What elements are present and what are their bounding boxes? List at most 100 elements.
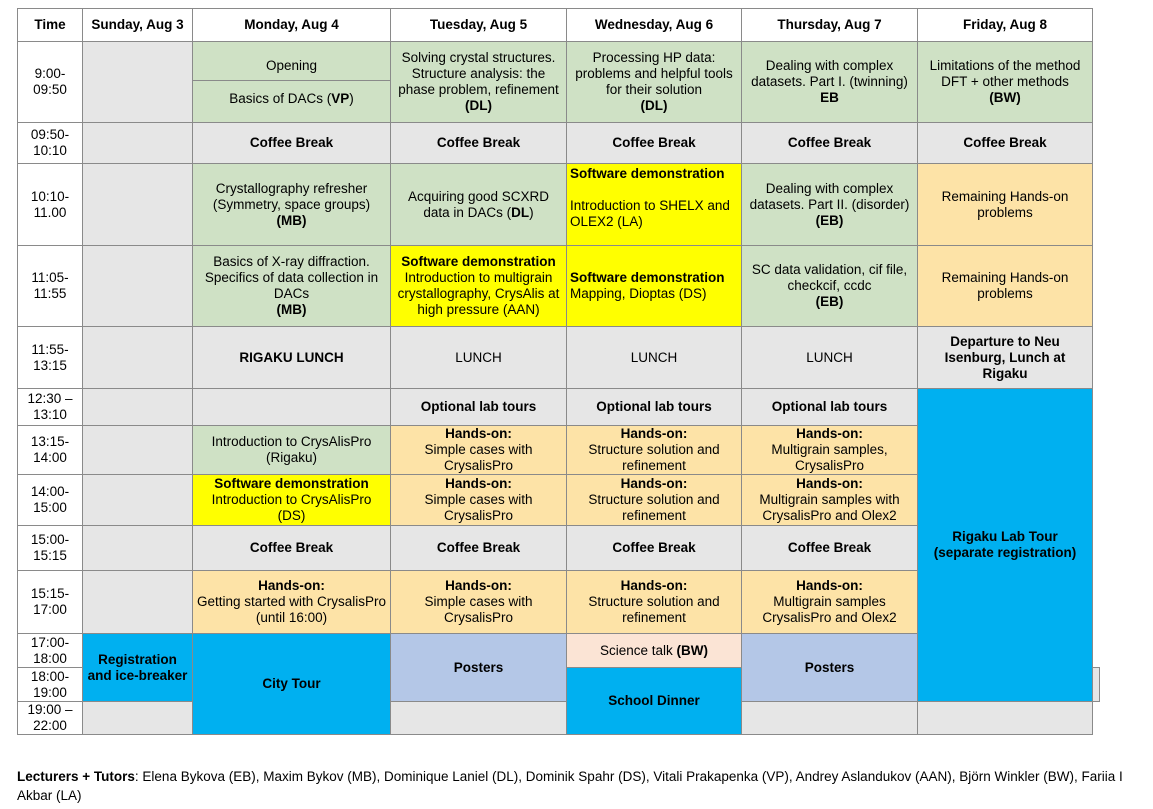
mon-opening: Opening xyxy=(193,58,390,81)
mon-coffee-2: Coffee Break xyxy=(192,525,391,571)
lecturers-footer: Lecturers + Tutors: Elena Bykova (EB), M… xyxy=(17,767,1142,805)
schedule-table: Time Sunday, Aug 3 Monday, Aug 4 Tuesday… xyxy=(17,8,1100,735)
time-cell: 12:30 – 13:10 xyxy=(17,388,83,426)
thu-sc-validation: SC data validation, cif file, checkcif, … xyxy=(741,245,918,327)
time-cell: 14:00- 15:00 xyxy=(17,474,83,526)
time-cell: 13:15- 14:00 xyxy=(17,425,83,475)
sunday-empty xyxy=(82,245,193,327)
tue-optional-tours: Optional lab tours xyxy=(390,388,567,426)
row-1230: 12:30 – 13:10 Optional lab tours Optiona… xyxy=(17,388,1100,702)
tue-software-multigrain: Software demonstration Introduction to mu… xyxy=(390,245,567,327)
thu-handson-1: Hands-on: Multigrain samples, CrysalisPro xyxy=(741,425,918,475)
time-cell: 15:00- 15:15 xyxy=(17,525,83,571)
wed-school-dinner: School Dinner xyxy=(566,667,742,735)
row-1900: 19:00 – 22:00 xyxy=(17,701,1100,735)
row-1400: 14:00- 15:00 Software demonstration Intro… xyxy=(17,474,1100,526)
wed-lunch: LUNCH xyxy=(566,326,742,389)
fri-empty xyxy=(917,701,1093,735)
wed-science-talk: Science talk (BW) xyxy=(566,633,742,668)
sunday-empty xyxy=(82,425,193,475)
tue-lunch: LUNCH xyxy=(390,326,567,389)
thu-coffee-2: Coffee Break xyxy=(741,525,918,571)
mon-handson-getting-started: Hands-on: Getting started with CrysalisPr… xyxy=(192,570,391,634)
tue-handson-2: Hands-on: Simple cases with CrysalisPro xyxy=(390,474,567,526)
sun-registration: Registration and ice-breaker xyxy=(82,633,193,702)
wed-optional-tours: Optional lab tours xyxy=(566,388,742,426)
mon-crystallography: Crystallography refresher (Symmetry, spa… xyxy=(192,163,391,246)
row-1515: 15:15- 17:00 Hands-on: Getting started wi… xyxy=(17,570,1100,634)
tue-solving: Solving crystal structures. Structure an… xyxy=(390,41,567,123)
tue-acquiring: Acquiring good SCXRD data in DACs (DL) xyxy=(390,163,567,246)
header-thursday: Thursday, Aug 7 xyxy=(741,8,918,42)
wed-hp-data: Processing HP data: problems and helpful… xyxy=(566,41,742,123)
thu-handson-3: Hands-on: Multigrain samples CrysalisPro … xyxy=(741,570,918,634)
footer-label: Lecturers + Tutors xyxy=(17,769,135,784)
sunday-empty xyxy=(82,163,193,246)
time-cell: 17:00- 18:00 xyxy=(17,633,83,668)
sunday-empty xyxy=(82,122,193,164)
thu-lunch: LUNCH xyxy=(741,326,918,389)
mon-xray: Basics of X-ray diffraction. Specifics o… xyxy=(192,245,391,327)
mon-crysalis-intro: Introduction to CrysAlisPro (Rigaku) xyxy=(192,425,391,475)
sunday-empty xyxy=(82,474,193,526)
mon-morning-cell: Opening Basics of DACs (VP) xyxy=(192,41,391,123)
time-cell: 15:15- 17:00 xyxy=(17,570,83,634)
row-1500: 15:00- 15:15 Coffee Break Coffee Break C… xyxy=(17,525,1100,571)
thu-coffee: Coffee Break xyxy=(741,122,918,164)
mon-dacs: Basics of DACs (VP) xyxy=(229,90,354,106)
wed-handson-1: Hands-on: Structure solution and refineme… xyxy=(566,425,742,475)
thu-optional-tours: Optional lab tours xyxy=(741,388,918,426)
wed-coffee: Coffee Break xyxy=(566,122,742,164)
fri-remaining-1: Remaining Hands-on problems xyxy=(917,163,1093,246)
row-1700: 17:00- 18:00 Registration and ice-breake… xyxy=(17,633,1100,735)
tue-empty xyxy=(390,701,567,735)
time-cell: 11:05- 11:55 xyxy=(17,245,83,327)
row-1010: 10:10- 11.00 Crystallography refresher (… xyxy=(17,163,1100,246)
header-time: Time xyxy=(17,8,83,42)
sunday-empty xyxy=(82,525,193,571)
tue-coffee-2: Coffee Break xyxy=(390,525,567,571)
time-cell: 11:55- 13:15 xyxy=(17,326,83,389)
sunday-empty xyxy=(82,326,193,389)
tue-handson-3: Hands-on: Simple cases with CrysalisPro xyxy=(390,570,567,634)
header-tuesday: Tuesday, Aug 5 xyxy=(390,8,567,42)
header-row: Time Sunday, Aug 3 Monday, Aug 4 Tuesday… xyxy=(17,8,1100,42)
wed-software-dioptas: Software demonstration Mapping, Dioptas (… xyxy=(566,245,742,327)
sunday-empty xyxy=(82,388,193,426)
sunday-empty xyxy=(82,701,193,735)
mon-empty xyxy=(192,388,391,426)
mon-city-tour: City Tour xyxy=(192,633,391,735)
header-friday: Friday, Aug 8 xyxy=(917,8,1093,42)
header-wednesday: Wednesday, Aug 6 xyxy=(566,8,742,42)
row-0950: 09:50- 10:10 Coffee Break Coffee Break C… xyxy=(17,122,1100,164)
fri-remaining-2: Remaining Hands-on problems xyxy=(917,245,1093,327)
row-1155: 11:55- 13:15 RIGAKU LUNCH LUNCH LUNCH LU… xyxy=(17,326,1100,389)
mon-software-crysalis: Software demonstration Introduction to Cr… xyxy=(192,474,391,526)
wed-coffee-2: Coffee Break xyxy=(566,525,742,571)
time-cell: 10:10- 11.00 xyxy=(17,163,83,246)
fri-departure: Departure to Neu Isenburg, Lunch at Riga… xyxy=(917,326,1093,389)
fri-rigaku-lab-tour: Rigaku Lab Tour (separate registration) xyxy=(917,388,1093,702)
header-sunday: Sunday, Aug 3 xyxy=(82,8,193,42)
time-cell: 18:00- 19:00 xyxy=(17,667,83,702)
row-1315: 13:15- 14:00 Introduction to CrysAlisPro… xyxy=(17,425,1100,475)
tue-coffee: Coffee Break xyxy=(390,122,567,164)
sunday-empty xyxy=(82,41,193,123)
thu-complex-1: Dealing with complex datasets. Part I. (… xyxy=(741,41,918,123)
thu-posters: Posters xyxy=(741,633,918,702)
sunday-empty xyxy=(82,570,193,634)
row-0900: 9:00- 09:50 Opening Basics of DACs (VP) … xyxy=(17,41,1100,123)
fri-coffee: Coffee Break xyxy=(917,122,1093,164)
fri-empty xyxy=(1092,667,1100,702)
mon-rigaku-lunch: RIGAKU LUNCH xyxy=(192,326,391,389)
thu-complex-2: Dealing with complex datasets. Part II. … xyxy=(741,163,918,246)
footer-text: : Elena Bykova (EB), Maxim Bykov (MB), D… xyxy=(17,769,1123,803)
thu-empty xyxy=(741,701,918,735)
time-cell: 9:00- 09:50 xyxy=(17,41,83,123)
header-monday: Monday, Aug 4 xyxy=(192,8,391,42)
row-1105: 11:05- 11:55 Basics of X-ray diffraction… xyxy=(17,245,1100,327)
tue-posters: Posters xyxy=(390,633,567,702)
wed-handson-3: Hands-on: Structure solution and refineme… xyxy=(566,570,742,634)
time-cell: 09:50- 10:10 xyxy=(17,122,83,164)
fri-limitations: Limitations of the method DFT + other me… xyxy=(917,41,1093,123)
